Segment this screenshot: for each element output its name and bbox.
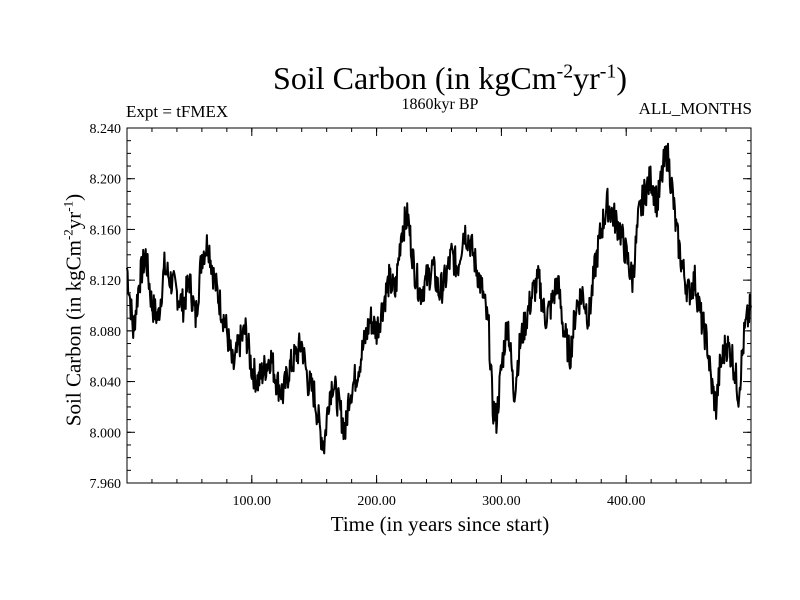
ylabel-exp1: -2: [60, 229, 76, 241]
y-axis-label: Soil Carbon (in kgCm-2yr-1): [60, 193, 87, 427]
y-tick-label: 8.160: [90, 223, 122, 238]
title-main: Soil Carbon (in kgCm: [273, 60, 557, 96]
tick-group: 7.960 8.000 8.040 8.080 8.120 8.160 8.200 8.240…: [90, 122, 752, 509]
y-tick-label: 8.080: [90, 325, 122, 340]
ylabel-mid: yr: [61, 211, 86, 230]
months-label: ALL_MONTHS: [638, 99, 752, 118]
y-tick-label: 7.960: [90, 477, 122, 492]
ylabel-main: Soil Carbon (in kgCm: [61, 240, 86, 427]
x-tick-label: 200.00: [357, 494, 396, 509]
y-tick-label: 8.120: [90, 274, 122, 289]
title-exp1: -2: [556, 60, 574, 83]
title-exp2: -1: [599, 60, 617, 83]
x-tick-label: 400.00: [607, 494, 646, 509]
y-tick-label: 8.000: [90, 426, 122, 441]
x-tick-label: 100.00: [233, 494, 272, 509]
series-line-soil-carbon: [126, 142, 752, 455]
y-tick-label: 8.040: [90, 376, 122, 391]
experiment-label: Expt = tFMEX: [126, 102, 229, 121]
ylabel-exp2: -1: [60, 200, 76, 212]
x-tick-label: 300.00: [482, 494, 521, 509]
y-tick-label: 8.240: [90, 122, 122, 137]
chart-title: Soil Carbon (in kgCm-2yr-1): [0, 60, 800, 97]
title-mid: yr: [573, 60, 600, 96]
x-axis-label: Time (in years since start): [330, 512, 550, 536]
ylabel-end: ): [61, 193, 86, 201]
period-label: 1860kyr BP: [401, 96, 479, 113]
y-tick-label: 8.200: [90, 173, 122, 188]
title-end: ): [616, 60, 627, 96]
